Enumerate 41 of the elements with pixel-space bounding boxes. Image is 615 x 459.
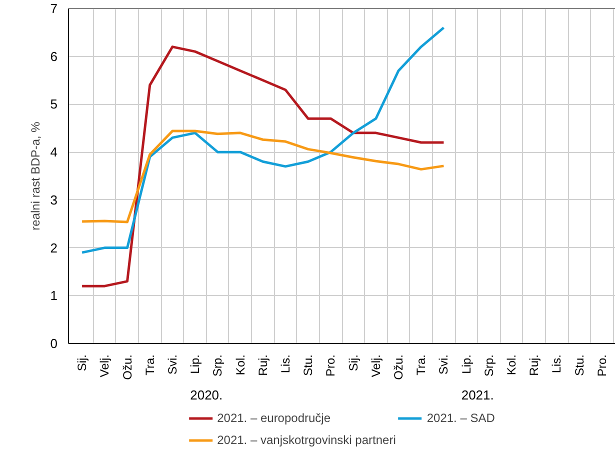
- text: 2021.: [461, 388, 494, 402]
- line-series: [80, 46, 445, 288]
- y-tick-label: 2: [50, 240, 58, 256]
- line-series: [80, 26, 445, 254]
- y-tick-label: 1: [50, 288, 58, 304]
- x-tick-label: Svi.: [436, 354, 451, 375]
- y-tick-label: 0: [50, 336, 58, 351]
- x-tick-label: Tra.: [142, 354, 157, 376]
- x-tick-label: Lip.: [459, 354, 474, 374]
- x-tick-label: Ruj.: [527, 354, 542, 376]
- x-tick-label: Lis.: [550, 354, 564, 374]
- y-tick-label: 3: [50, 192, 58, 208]
- x-tick-label: Stu.: [572, 354, 586, 376]
- y-tick-label: 7: [50, 1, 58, 16]
- x-tick-label: Lip.: [188, 354, 202, 374]
- y-tick-label: 5: [50, 96, 58, 112]
- legend-label: 2021. – europodručje: [217, 411, 331, 425]
- y-tick-label: 4: [50, 144, 58, 160]
- x-tick-label: Lis.: [278, 354, 292, 374]
- x-tick-label: Ruj.: [256, 354, 270, 376]
- x-tick-label: Ožu.: [120, 354, 134, 380]
- x-tick-label: Velj.: [98, 354, 112, 378]
- x-tick-label: Tra.: [414, 354, 428, 376]
- x-tick-label: Sij.: [75, 354, 90, 372]
- x-tick-label: Ožu.: [392, 354, 406, 380]
- legend-label: 2021. – SAD: [426, 411, 495, 425]
- x-tick-label: Srp.: [482, 354, 496, 377]
- x-tick-label: Pro.: [594, 354, 609, 377]
- y-axis-title: realni rast BDP-a, %: [28, 121, 42, 230]
- x-tick-label: Stu.: [301, 354, 316, 376]
- line-series: [80, 130, 445, 224]
- x-tick-label: Svi.: [165, 354, 180, 375]
- x-tick-label: Srp.: [210, 354, 225, 377]
- y-tick-label: 6: [50, 48, 58, 64]
- text: 2020.: [190, 388, 223, 402]
- x-tick-label: Kol.: [504, 354, 519, 376]
- legend-label: 2021. – vanjskotrgovinski partneri: [217, 433, 396, 447]
- x-tick-label: Pro.: [324, 354, 338, 377]
- x-tick-label: Kol.: [233, 354, 248, 376]
- x-tick-label: Sij.: [346, 354, 360, 372]
- x-tick-label: Velj.: [368, 354, 383, 378]
